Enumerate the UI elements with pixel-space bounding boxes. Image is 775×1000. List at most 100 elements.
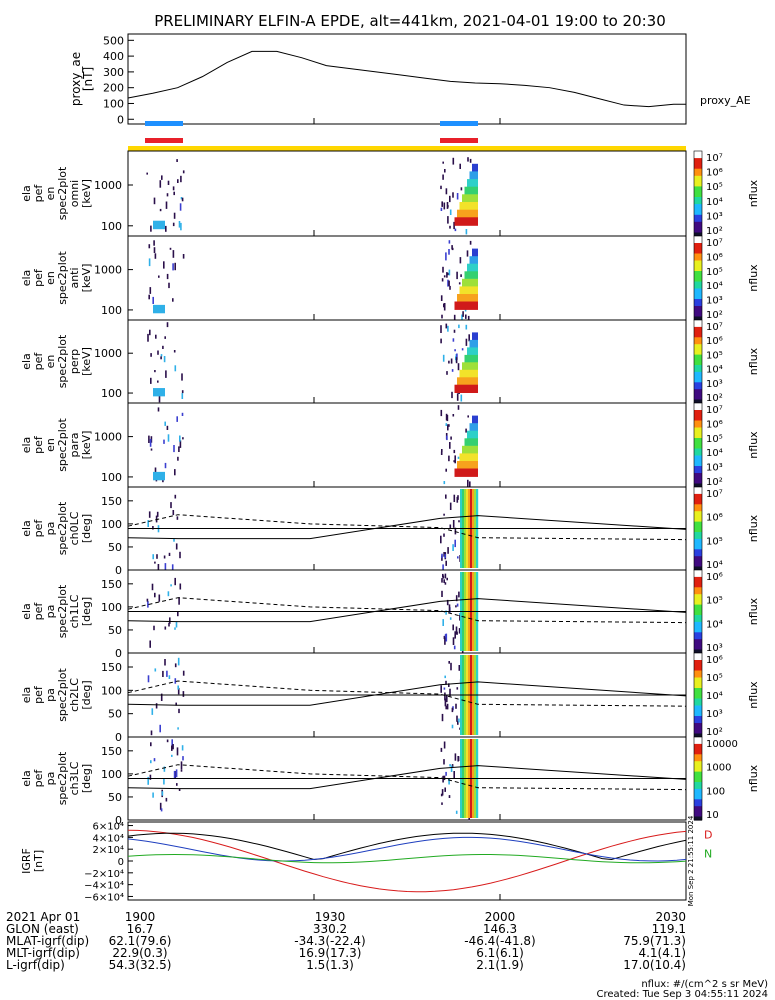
colorbar-cell: [694, 175, 702, 180]
colorbar-cell: [694, 737, 702, 742]
colorbar-cell: [694, 771, 702, 776]
spectrogram-pixel: [148, 258, 151, 267]
colorbar-cell: [694, 674, 702, 679]
spectrogram-pixel: [442, 266, 444, 273]
colorbar-cell: [694, 549, 702, 554]
colorbar-tick-label: 10⁷: [706, 238, 723, 249]
spectrogram-pixel: [449, 764, 451, 767]
spectrogram-pixel: [180, 222, 182, 231]
colorbar-cell: [694, 302, 702, 307]
spectrogram-pixel: [453, 221, 455, 230]
spectrogram-pixel: [177, 179, 179, 183]
spectrogram-pixel: [452, 414, 455, 417]
colorbar-cell: [694, 594, 702, 599]
spectrogram-pixel: [182, 691, 185, 697]
spectrogram-pixel: [453, 329, 456, 333]
spectrogram-pixel: [449, 225, 451, 229]
spectrogram-pixel: [165, 201, 168, 209]
spectrogram-ytick-label: 0: [115, 564, 122, 577]
spectrogram-ylabel: pef: [32, 685, 45, 704]
spectrogram-pixel: [177, 611, 179, 617]
colorbar-tick-label: 10⁶: [706, 513, 723, 524]
flux-band: [462, 194, 478, 203]
spectrogram-pixel: [443, 552, 445, 557]
colorbar-cell: [694, 813, 702, 818]
spectrogram-pixel: [173, 191, 175, 196]
x-axis-row-value: 2.1(1.9): [476, 958, 524, 972]
proxy-ae-frame: [127, 33, 687, 125]
colorbar-cell: [694, 431, 702, 436]
flux-band: [457, 377, 478, 386]
colorbar-cell: [694, 382, 702, 387]
flux-band: [459, 202, 478, 211]
spectrogram-pixel: [443, 775, 446, 780]
colorbar: 10⁷ 10⁶ 10⁵ 10⁴ 10³ 10² nflux: [693, 235, 760, 321]
spectrogram-pixel: [440, 747, 443, 752]
science-zone-blue-bar: [145, 121, 183, 126]
colorbar-label: nflux: [747, 179, 760, 207]
colorbar-cell: [694, 670, 702, 675]
colorbar-cell: [694, 802, 702, 807]
colorbar-cell: [694, 218, 702, 223]
spectrogram-pixel: [443, 741, 446, 749]
colorbar-cell: [694, 716, 702, 721]
spectrogram-ylabel: spec2plot: [56, 418, 69, 472]
colorbar-cell: [694, 337, 702, 342]
colorbar-tick-label: 10⁴: [706, 560, 723, 571]
spectrogram-pixel: [455, 595, 458, 602]
flux-band: [462, 278, 478, 288]
colorbar-cell: [694, 702, 702, 707]
spectrogram-pixel: [172, 510, 175, 516]
colorbar-cell: [694, 190, 702, 195]
panels: 5004003002001000proxy_AEproxy_ae[nT]1000…: [20, 33, 760, 906]
spectrogram-pixel: [163, 439, 165, 444]
spectrogram-pixel: [456, 353, 458, 360]
spectrogram-pixel: [153, 247, 156, 253]
spectrogram-pixel: [158, 395, 161, 403]
spectrogram-pixel: [451, 707, 454, 713]
flux-band: [454, 468, 478, 477]
spectrogram-pixel: [446, 435, 448, 441]
spectrogram-pixel: [175, 543, 178, 550]
spectrogram-pixel: [451, 391, 453, 399]
x-axis-row-value: 16.9(17.3): [299, 946, 362, 960]
colorbar-frame: [693, 736, 703, 821]
spectrogram-ytick-label: 50: [108, 791, 122, 804]
spectrogram-pixel: [456, 496, 459, 503]
colorbar-tick-label: 10²: [706, 393, 723, 404]
x-axis-row-value: 2000: [485, 910, 516, 924]
colorbar-tick-label: 10⁴: [706, 691, 723, 702]
colorbar-cell: [694, 757, 702, 762]
spectrogram-pixel: [457, 556, 459, 559]
anti-loss-cone-line: [127, 764, 687, 791]
spectrogram-pixel: [166, 425, 169, 430]
colorbar-label: nflux: [747, 431, 760, 459]
spectrogram-pixel: [452, 338, 455, 342]
spectrogram-pixel: [148, 511, 151, 518]
spectrogram-pixel: [460, 394, 463, 402]
spectrogram-pixel: [445, 771, 447, 776]
colorbar-cell: [694, 552, 702, 557]
x-axis-row-label: MLAT-igrf(dip): [6, 934, 89, 948]
flux-band: [457, 209, 478, 219]
spectrogram-pixel: [174, 469, 176, 476]
x-axis-row-value: -46.4(-41.8): [464, 934, 535, 948]
spectrogram-pixel: [461, 314, 463, 320]
spectrogram-pixel: [150, 730, 153, 736]
colorbar-cell: [694, 434, 702, 439]
spectrogram-pixel: [458, 520, 460, 523]
spectrogram-pixel: [446, 414, 449, 422]
spectrogram-ylabel: para: [68, 433, 81, 458]
colorbar-cell: [694, 730, 702, 735]
colorbar-cell: [694, 333, 702, 338]
spectrogram-pixel: [161, 175, 163, 180]
x-axis-row-value: 1930: [315, 910, 346, 924]
colorbar-cell: [694, 281, 702, 286]
x-axis-row-value: 2030: [655, 910, 686, 924]
spectrogram-pixel: [153, 197, 156, 205]
colorbar-cell: [694, 253, 702, 258]
colorbar-cell: [694, 330, 702, 335]
spectrogram-ytick-label: 50: [108, 708, 122, 721]
flux-band: [457, 294, 478, 303]
